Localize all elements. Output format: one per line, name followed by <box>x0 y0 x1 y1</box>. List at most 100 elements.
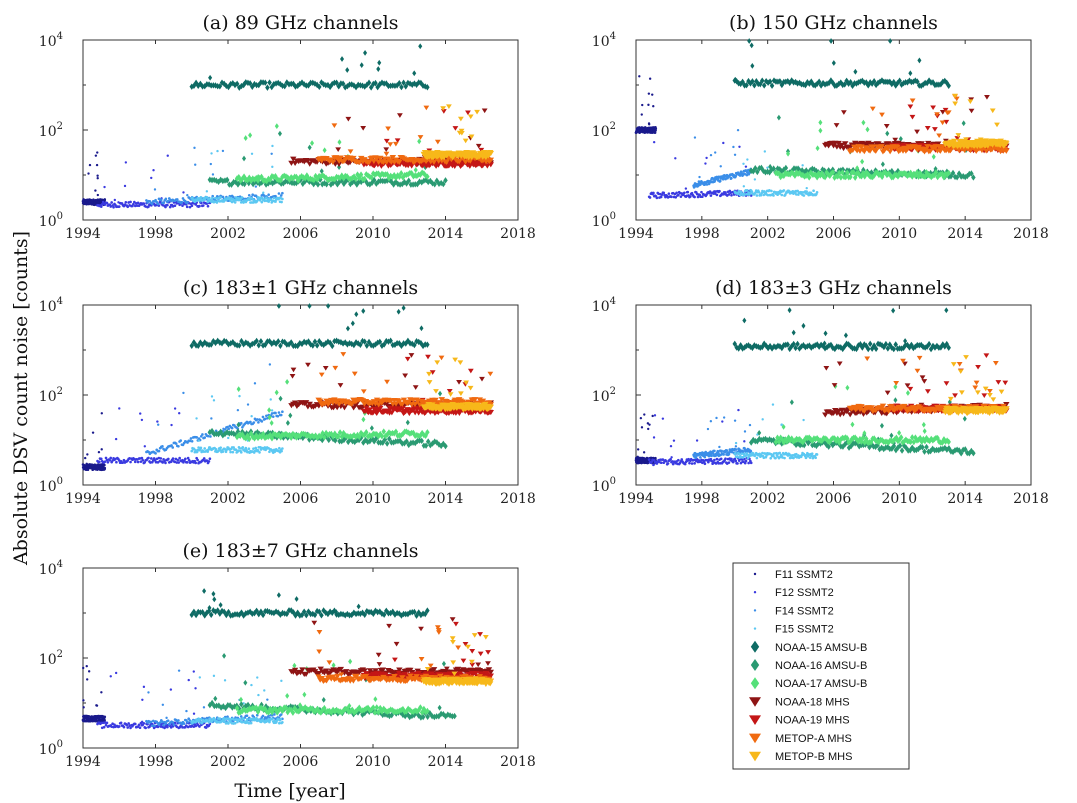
data-point <box>202 457 206 460</box>
series-noaa-17-amsu-b <box>234 378 430 443</box>
data-point <box>761 418 764 421</box>
data-point <box>96 174 99 177</box>
data-point <box>908 70 913 77</box>
data-point <box>299 79 305 86</box>
panel-title: (a) 89 GHz channels <box>203 12 399 34</box>
data-point <box>947 148 954 154</box>
data-point <box>425 429 430 436</box>
data-point <box>685 191 689 194</box>
data-point <box>269 398 272 401</box>
data-point <box>256 174 261 180</box>
data-point <box>913 77 918 84</box>
data-point <box>212 399 216 402</box>
data-point <box>277 130 282 137</box>
data-point <box>693 451 696 455</box>
series-f14-ssmt2 <box>145 363 284 456</box>
data-point <box>96 177 99 180</box>
data-point <box>215 195 219 198</box>
data-point <box>211 173 215 176</box>
data-point <box>274 123 279 130</box>
data-point <box>951 138 958 144</box>
data-point <box>408 156 416 163</box>
data-point <box>239 450 243 454</box>
data-point <box>952 101 959 107</box>
data-point <box>185 205 189 209</box>
data-point <box>458 391 464 396</box>
data-point <box>994 122 1000 128</box>
data-point <box>143 445 147 448</box>
data-point <box>734 174 738 178</box>
data-point <box>719 457 723 461</box>
x-tick-label: 2006 <box>816 226 852 242</box>
data-point <box>722 416 726 419</box>
data-point <box>766 193 770 197</box>
data-point <box>971 174 976 181</box>
data-point <box>396 308 401 315</box>
data-point <box>320 429 325 437</box>
data-point <box>252 447 255 451</box>
data-point <box>895 79 900 87</box>
data-point <box>745 189 749 192</box>
data-point <box>733 76 738 83</box>
data-point <box>332 365 339 371</box>
data-point <box>358 171 364 178</box>
data-point <box>932 81 938 89</box>
data-point <box>404 428 409 435</box>
data-point <box>794 189 798 193</box>
data-point <box>412 385 419 390</box>
data-point <box>103 460 107 463</box>
data-point <box>337 429 343 436</box>
data-point <box>250 83 255 90</box>
data-point <box>239 198 242 201</box>
data-point <box>195 417 198 420</box>
data-point <box>121 461 125 464</box>
x-tick-label: 2002 <box>750 226 786 242</box>
series-f11-ssmt2 <box>81 412 107 472</box>
data-point <box>221 450 225 453</box>
data-point <box>487 371 494 377</box>
data-point <box>103 198 107 201</box>
data-point <box>150 176 153 180</box>
data-point <box>834 82 840 89</box>
data-point <box>859 173 864 180</box>
data-point <box>780 193 784 197</box>
data-point <box>689 195 692 198</box>
data-point <box>683 462 687 466</box>
data-point <box>939 120 946 126</box>
data-point <box>684 187 688 190</box>
data-point <box>367 173 372 180</box>
data-point <box>110 201 113 204</box>
data-point <box>100 448 103 451</box>
data-point <box>330 179 336 187</box>
data-point <box>321 341 326 349</box>
data-point <box>83 465 86 468</box>
data-point <box>221 80 227 87</box>
data-point <box>793 78 798 86</box>
data-point <box>647 92 651 95</box>
data-point <box>88 163 92 167</box>
data-point <box>218 448 222 452</box>
data-point <box>325 81 331 89</box>
x-tick-label: 1998 <box>684 491 720 507</box>
data-point <box>733 153 737 156</box>
data-point <box>814 456 817 460</box>
data-point <box>974 138 980 144</box>
data-point <box>755 194 759 197</box>
data-point <box>824 80 830 87</box>
data-point <box>412 70 417 77</box>
data-point <box>769 456 773 460</box>
data-point <box>435 162 442 168</box>
data-point <box>91 463 94 467</box>
data-point <box>425 438 431 445</box>
data-point <box>344 173 350 180</box>
data-point <box>456 380 462 385</box>
data-point <box>865 82 871 89</box>
data-point <box>213 339 218 347</box>
data-point <box>152 457 156 460</box>
data-point <box>715 193 719 197</box>
data-point <box>770 189 773 193</box>
data-point <box>139 460 143 463</box>
data-point <box>221 195 225 199</box>
series-f12-ssmt2 <box>96 407 212 465</box>
data-point <box>690 462 694 465</box>
